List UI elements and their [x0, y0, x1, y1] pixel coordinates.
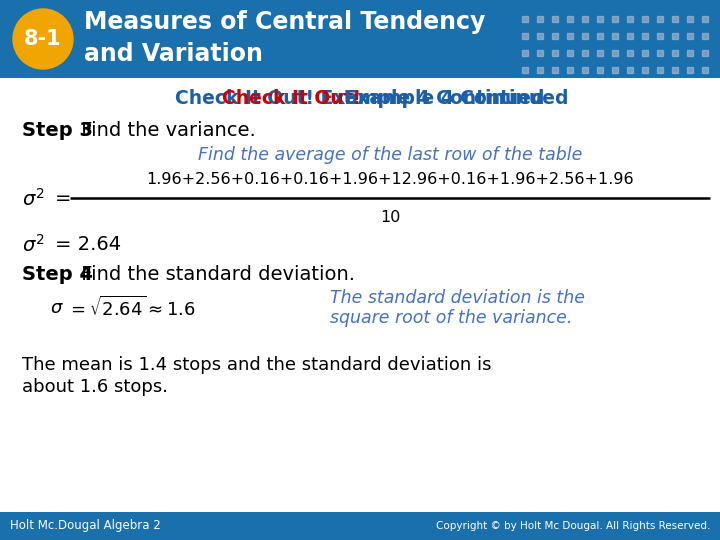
Text: = 2.64: = 2.64 — [55, 235, 121, 254]
Text: 10: 10 — [380, 210, 400, 225]
Text: The standard deviation is the: The standard deviation is the — [330, 289, 585, 307]
Text: Find the variance.: Find the variance. — [75, 120, 256, 139]
Text: 8-1: 8-1 — [24, 29, 62, 49]
Text: square root of the variance.: square root of the variance. — [330, 309, 572, 327]
Text: Copyright © by Holt Mc Dougal. All Rights Reserved.: Copyright © by Holt Mc Dougal. All Right… — [436, 521, 710, 531]
Text: Step 4: Step 4 — [22, 266, 93, 285]
FancyBboxPatch shape — [0, 512, 720, 540]
Text: $\sigma^2$: $\sigma^2$ — [22, 234, 45, 256]
Text: Find the standard deviation.: Find the standard deviation. — [75, 266, 355, 285]
Text: Measures of Central Tendency: Measures of Central Tendency — [84, 10, 485, 34]
Text: Holt Mc.Dougal Algebra 2: Holt Mc.Dougal Algebra 2 — [10, 519, 161, 532]
Text: Example 4 Continued: Example 4 Continued — [338, 89, 569, 107]
Text: Check It Out! Example 4 Continued: Check It Out! Example 4 Continued — [175, 89, 545, 107]
Text: $= \sqrt{2.64} \approx 1.6$: $= \sqrt{2.64} \approx 1.6$ — [67, 296, 196, 320]
FancyBboxPatch shape — [0, 0, 720, 78]
Text: $\sigma$: $\sigma$ — [50, 299, 64, 317]
Text: 1.96+2.56+0.16+0.16+1.96+12.96+0.16+1.96+2.56+1.96: 1.96+2.56+0.16+0.16+1.96+12.96+0.16+1.96… — [146, 172, 634, 187]
Text: Check It Out!: Check It Out! — [222, 89, 361, 107]
Text: Step 3: Step 3 — [22, 120, 93, 139]
Text: The mean is 1.4 stops and the standard deviation is: The mean is 1.4 stops and the standard d… — [22, 356, 492, 374]
Text: about 1.6 stops.: about 1.6 stops. — [22, 378, 168, 396]
Text: $\sigma^2$: $\sigma^2$ — [22, 187, 45, 210]
Text: =: = — [55, 189, 71, 208]
Text: Find the average of the last row of the table: Find the average of the last row of the … — [198, 146, 582, 164]
Text: and Variation: and Variation — [84, 42, 263, 66]
Circle shape — [13, 9, 73, 69]
